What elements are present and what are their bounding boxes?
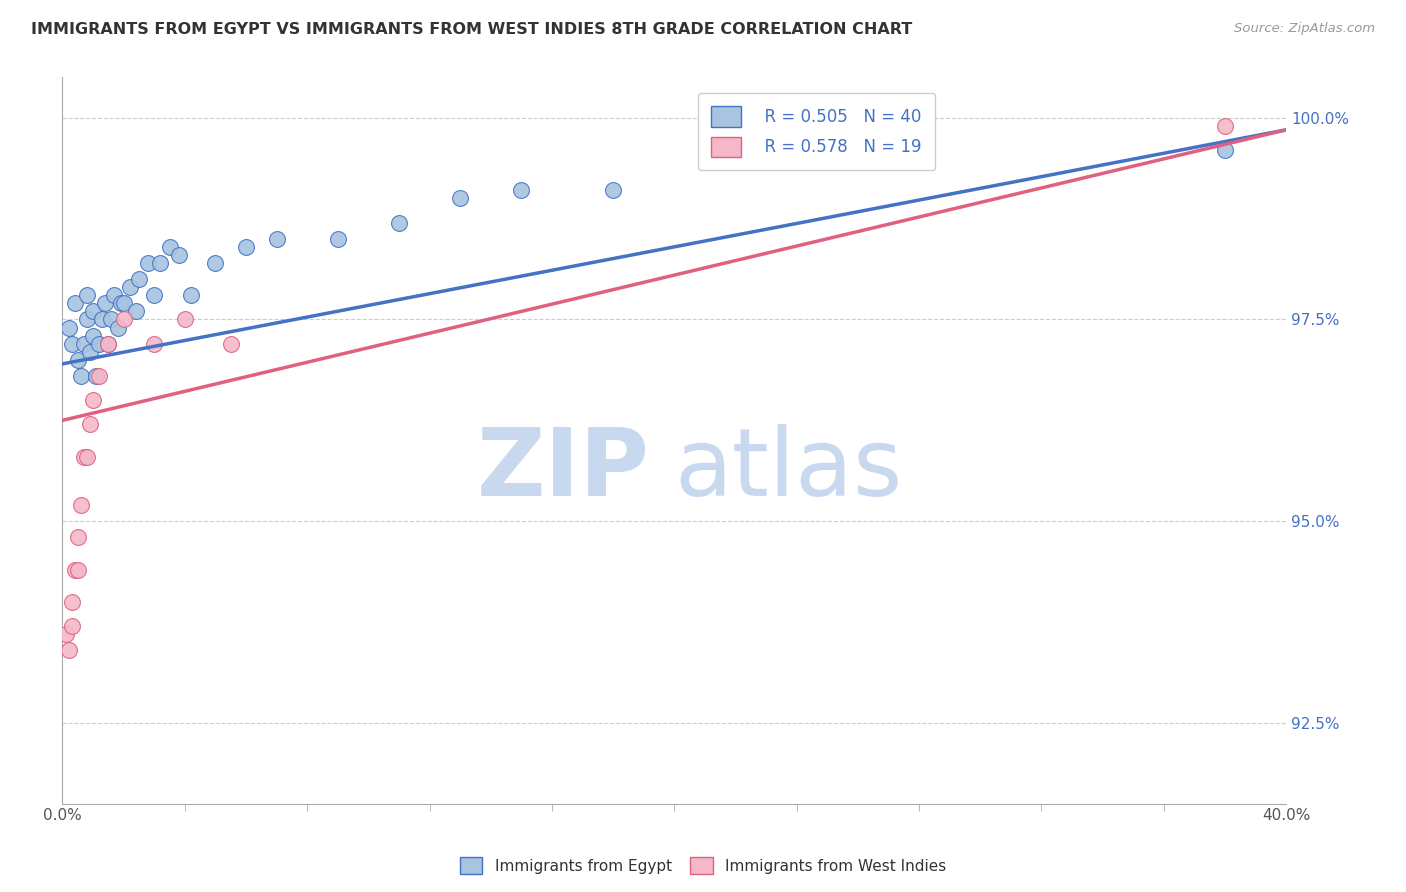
Point: [66, 530, 89, 544]
Text: IMMIGRANTS FROM EGYPT VS IMMIGRANTS FROM WEST INDIES 8TH GRADE CORRELATION CHART: IMMIGRANTS FROM EGYPT VS IMMIGRANTS FROM…: [31, 22, 912, 37]
Point: [143, 288, 166, 302]
Point: [388, 216, 411, 230]
Legend:   R = 0.505   N = 40,   R = 0.578   N = 19: R = 0.505 N = 40, R = 0.578 N = 19: [697, 93, 935, 170]
Point: [112, 312, 135, 326]
Point: [58, 320, 80, 334]
Point: [266, 232, 288, 246]
Point: [84, 369, 107, 384]
Legend: Immigrants from Egypt, Immigrants from West Indies: Immigrants from Egypt, Immigrants from W…: [453, 851, 953, 880]
Point: [107, 320, 129, 334]
Text: Source: ZipAtlas.com: Source: ZipAtlas.com: [1234, 22, 1375, 36]
Point: [73, 336, 96, 351]
Point: [219, 336, 242, 351]
Point: [128, 272, 150, 286]
Point: [73, 450, 96, 464]
Point: [70, 369, 93, 384]
Point: [91, 312, 114, 326]
Point: [235, 240, 257, 254]
Point: [60, 595, 83, 609]
Point: [60, 619, 83, 633]
Point: [63, 563, 86, 577]
Point: [82, 328, 104, 343]
Point: [97, 336, 120, 351]
Point: [173, 312, 195, 326]
Point: [602, 183, 624, 197]
Point: [82, 304, 104, 318]
Point: [76, 450, 98, 464]
Point: [136, 256, 159, 270]
Point: [112, 296, 135, 310]
Point: [89, 369, 111, 384]
Point: [58, 643, 80, 657]
Text: ZIP: ZIP: [477, 424, 650, 516]
Point: [143, 336, 166, 351]
Point: [103, 288, 125, 302]
Point: [82, 393, 104, 408]
Point: [89, 336, 111, 351]
Point: [79, 344, 101, 359]
Point: [149, 256, 172, 270]
Point: [449, 191, 471, 205]
Point: [159, 240, 181, 254]
Point: [76, 312, 98, 326]
Point: [55, 627, 77, 641]
Point: [204, 256, 226, 270]
Point: [63, 296, 86, 310]
Point: [510, 183, 533, 197]
Point: [326, 232, 349, 246]
Point: [1213, 119, 1236, 133]
Point: [94, 296, 117, 310]
Text: atlas: atlas: [675, 424, 903, 516]
Point: [180, 288, 202, 302]
Point: [1213, 143, 1236, 157]
Point: [100, 312, 122, 326]
Point: [66, 563, 89, 577]
Point: [118, 280, 141, 294]
Point: [167, 248, 190, 262]
Point: [97, 336, 120, 351]
Point: [125, 304, 148, 318]
Point: [79, 417, 101, 432]
Point: [70, 498, 93, 512]
Point: [60, 336, 83, 351]
Point: [66, 352, 89, 367]
Point: [76, 288, 98, 302]
Point: [110, 296, 132, 310]
